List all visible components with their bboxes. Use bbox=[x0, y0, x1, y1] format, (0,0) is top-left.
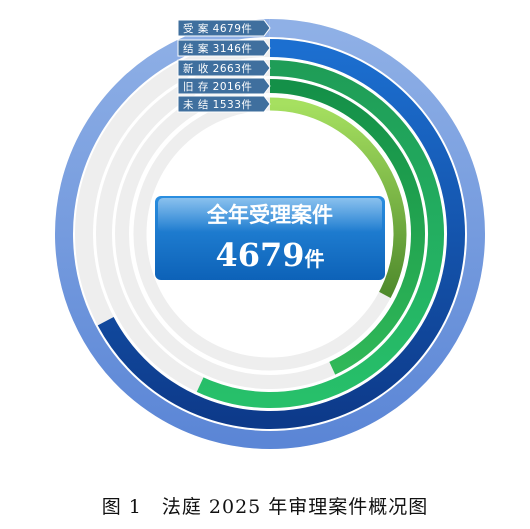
figure-caption: 图 1 法庭 2025 年审理案件概况图 bbox=[101, 496, 429, 518]
center-unit: 件 bbox=[305, 247, 325, 271]
ring-arc-1 bbox=[97, 39, 465, 429]
ring-label-text-3: 旧 存 2016件 bbox=[183, 80, 252, 93]
ring-arc-3 bbox=[269, 79, 425, 375]
ring-label-2: 新 收 2663件 bbox=[177, 59, 271, 77]
ring-label-3: 旧 存 2016件 bbox=[177, 77, 271, 95]
ring-label-4: 未 结 1533件 bbox=[177, 95, 271, 113]
ring-label-text-0: 受 案 4679件 bbox=[183, 22, 252, 35]
ring-label-tag-3 bbox=[177, 77, 271, 95]
center-number: 4679 bbox=[215, 236, 304, 274]
center-title: 全年受理案件 bbox=[206, 202, 333, 227]
ring-label-tag-2 bbox=[177, 59, 271, 77]
ring-label-text-2: 新 收 2663件 bbox=[183, 62, 252, 75]
ring-arcs bbox=[54, 19, 485, 449]
ring-label-1: 结 案 3146件 bbox=[177, 39, 271, 57]
ring-label-text-4: 未 结 1533件 bbox=[183, 98, 252, 111]
ring-arc-4 bbox=[269, 97, 407, 298]
ring-label-text-1: 结 案 3146件 bbox=[183, 42, 252, 55]
ring-arc-2 bbox=[196, 60, 444, 408]
ring-label-0: 受 案 4679件 bbox=[177, 19, 271, 37]
center-summary-box: 全年受理案件 4679件 bbox=[155, 196, 385, 280]
ring-label-tag-1 bbox=[177, 39, 271, 57]
ring-label-tag-0 bbox=[177, 19, 271, 37]
center-value: 4679件 bbox=[215, 236, 324, 274]
ring-label-tag-4 bbox=[177, 95, 271, 113]
center-box-gloss bbox=[158, 198, 382, 232]
ring-arc-0 bbox=[54, 19, 485, 449]
